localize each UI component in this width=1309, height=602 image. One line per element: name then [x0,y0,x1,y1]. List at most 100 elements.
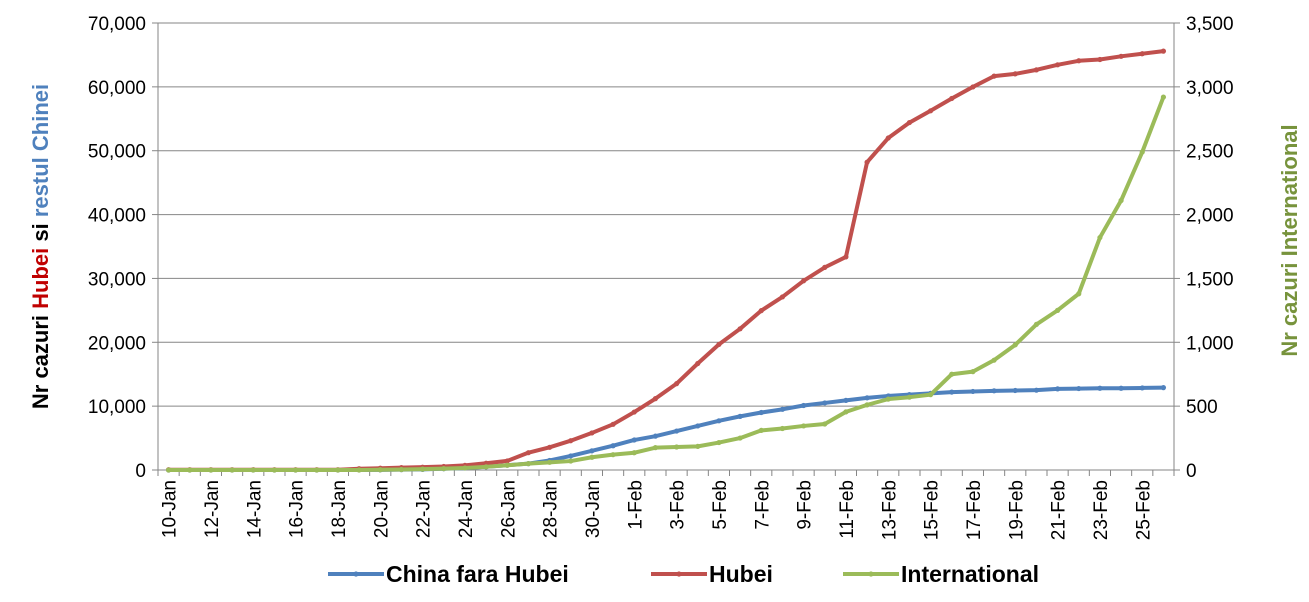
data-point [949,371,955,377]
data-point [779,294,786,300]
x-axis-ticks: 10-Jan 12-Jan 14-Jan 16-Jan 18-Jan 20-Jan 22-J… [157,470,1175,540]
series-hubei [165,48,1167,473]
data-point [631,409,637,415]
data-point [1033,321,1040,328]
data-point [716,439,722,446]
x-tick-label: 3-Feb [668,480,689,530]
x-tick-label: 5-Feb [710,480,731,530]
data-point [1054,307,1061,313]
x-tick-label: 12-Jan [202,480,223,538]
legend-marker [353,571,359,577]
data-point [610,443,616,449]
data-point [1097,385,1103,391]
legend-label: Hubei [709,561,773,587]
left-tick-label: 10,000 [88,397,146,418]
data-point [568,458,574,464]
data-point [673,444,680,450]
data-point [398,466,405,473]
data-point [652,433,659,439]
left-tick-label: 20,000 [88,333,146,354]
data-point [737,413,743,419]
data-point [991,357,997,363]
left-axis-title-part: restul Chinei [28,84,53,217]
data-point [335,467,341,473]
x-tick-label: 10-Jan [160,480,181,538]
data-point [1139,51,1145,57]
data-point [1076,385,1082,392]
data-point [1160,94,1167,100]
right-axis-ticks: 0 500 1,000 1,500 2,000 2,500 3,000 3,500 [1173,14,1234,482]
data-point [843,409,849,415]
data-point [949,95,955,102]
data-point [314,467,320,473]
data-point [165,467,172,473]
data-point [631,450,637,456]
plot-area [157,22,1175,471]
data-point [906,119,913,126]
legend-label: International [901,561,1039,587]
x-tick-label: 26-Jan [498,480,519,538]
x-tick-label: 1-Feb [625,480,646,530]
data-point [800,402,807,409]
x-tick-label: 15-Feb [922,480,943,540]
data-point [631,437,637,443]
data-point [970,84,976,90]
data-point [1118,53,1124,59]
data-point [652,396,659,402]
data-point [779,406,786,412]
data-point [610,452,616,458]
data-point [758,308,764,314]
data-point [504,462,510,468]
legend-label: China fara Hubei [386,561,569,587]
x-tick-label: 21-Feb [1049,480,1070,540]
legend-item: International [843,561,1039,587]
data-point [483,464,489,470]
data-point [250,467,256,473]
legend: China fara Hubei Hubei International [328,561,1039,587]
data-point [589,430,595,436]
data-point [864,402,870,408]
x-tick-label: 24-Jan [456,480,477,538]
left-axis-title-part: Nr cazuri [28,309,53,409]
data-point [970,369,976,375]
data-point [822,421,828,427]
data-point [737,326,743,332]
data-point [292,467,299,473]
data-point [1012,387,1018,394]
right-axis-title: Nr cazuri International [1277,124,1302,356]
series-china-fara-hubei [165,385,1167,473]
x-tick-label: 30-Jan [583,480,604,538]
data-point [673,381,680,387]
x-tick-label: 18-Jan [329,480,350,538]
right-tick-label: 0 [1186,461,1197,482]
right-tick-label: 2,500 [1186,142,1234,163]
data-point [229,467,235,473]
data-point [1139,385,1145,391]
x-tick-label: 19-Feb [1006,480,1027,540]
data-point [610,421,616,427]
data-point [1160,48,1167,54]
legend-marker [676,571,682,577]
x-tick-label: 22-Jan [414,480,435,538]
x-tick-label: 25-Feb [1133,480,1154,540]
left-tick-label: 60,000 [88,78,146,99]
data-point [504,458,510,464]
data-point [1012,71,1018,77]
data-point [991,73,997,79]
x-tick-label: 20-Jan [371,480,392,538]
gridlines [158,22,1174,471]
data-point [441,465,447,472]
data-point [822,400,828,406]
legend-item: Hubei [651,561,773,587]
data-point [568,438,574,444]
series-line [166,49,1166,472]
legend-marker [868,571,874,577]
data-point [525,450,532,456]
x-tick-label: 28-Jan [541,480,562,538]
data-point [1160,385,1167,391]
left-tick-label: 30,000 [88,269,146,290]
x-tick-label: 9-Feb [795,480,816,530]
data-point [737,435,743,441]
data-point [1033,67,1040,73]
